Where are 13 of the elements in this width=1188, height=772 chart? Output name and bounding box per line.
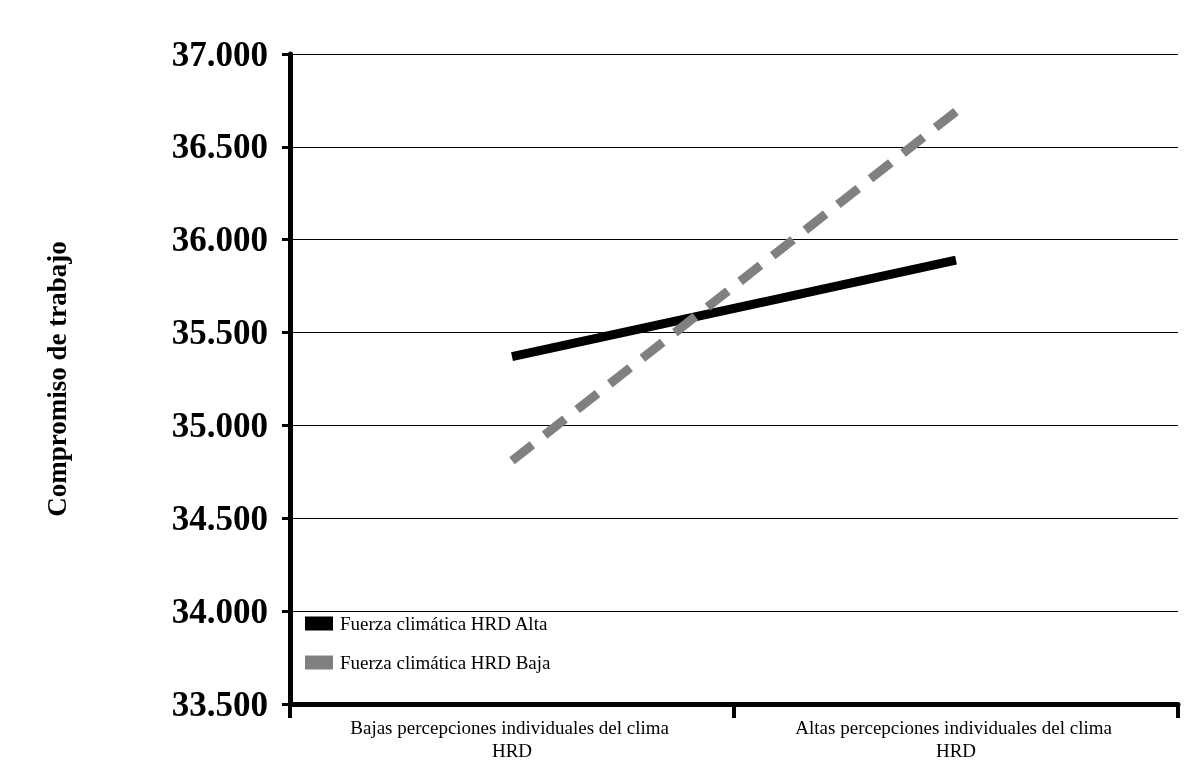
y-tick-label: 34.500	[171, 498, 268, 538]
y-axis-title: Compromiso de trabajo	[41, 241, 72, 517]
y-tick-label: 36.000	[171, 220, 268, 260]
y-tick-label: 35.000	[171, 405, 268, 445]
legend-label: Fuerza climática HRD Alta	[340, 613, 548, 634]
x-tick-label: Altas percepciones individuales del clima HRD	[795, 717, 1117, 761]
y-tick-label: 34.000	[171, 591, 268, 631]
legend-label: Fuerza climática HRD Baja	[340, 652, 552, 673]
y-tick-label: 37.000	[171, 34, 268, 74]
y-tick-label: 33.500	[171, 684, 268, 724]
y-tick-label: 35.500	[171, 313, 268, 353]
y-tick-label: 36.500	[171, 127, 268, 167]
x-tick-label: Bajas percepciones individuales del clima HRD	[350, 717, 674, 761]
